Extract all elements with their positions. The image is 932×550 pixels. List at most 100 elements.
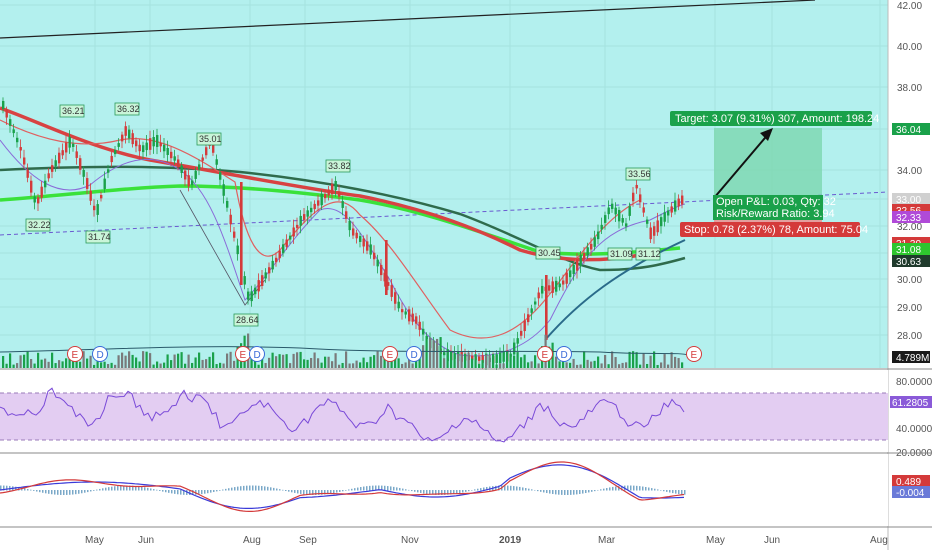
earnings-event-icon[interactable]: E xyxy=(382,346,398,362)
macd-signal-line[interactable] xyxy=(0,461,685,512)
earnings-event-icon[interactable]: E xyxy=(235,346,251,362)
candle xyxy=(576,253,579,279)
macd-histogram-bar xyxy=(540,490,542,492)
svg-text:D: D xyxy=(561,350,568,361)
volume-bar xyxy=(362,357,365,368)
candle xyxy=(317,194,320,212)
dividend-event-icon[interactable]: D xyxy=(406,346,422,362)
candle xyxy=(47,168,50,182)
macd-histogram-bar xyxy=(105,487,107,491)
ma-150-line[interactable] xyxy=(0,165,686,272)
volume-bar xyxy=(100,362,103,368)
macd-histogram-bar xyxy=(75,490,77,495)
pivot-label: 28.64 xyxy=(233,313,259,327)
dividend-event-icon[interactable]: D xyxy=(92,346,108,362)
volume-bar xyxy=(9,353,12,368)
candle xyxy=(79,155,82,175)
candle xyxy=(107,164,110,179)
macd-histogram-bar xyxy=(558,490,560,495)
ma-50-line[interactable] xyxy=(0,119,641,339)
dividend-event-icon[interactable]: D xyxy=(556,346,572,362)
trendline-upper[interactable] xyxy=(0,0,816,39)
macd-histogram-bar xyxy=(651,488,653,491)
volume-bar xyxy=(660,362,663,368)
volume-bar xyxy=(373,355,376,368)
candle xyxy=(58,147,61,169)
candle xyxy=(523,313,526,339)
macd-histogram-bar xyxy=(210,490,212,493)
macd-histogram-bar xyxy=(411,490,413,492)
volume-bar xyxy=(646,363,649,368)
volume-bar xyxy=(166,354,169,368)
candle xyxy=(149,130,152,155)
volume-bar xyxy=(187,354,190,368)
ma-signal-line[interactable] xyxy=(544,239,686,341)
svg-text:E: E xyxy=(691,350,698,361)
time-tick-label: Mar xyxy=(598,535,616,546)
volume-bar xyxy=(670,352,673,368)
target-label[interactable]: Target: 3.07 (9.31%) 307, Amount: 198.24 xyxy=(670,111,879,126)
macd-histogram-bar xyxy=(504,485,506,491)
volume-bar xyxy=(156,361,159,368)
price-axis[interactable] xyxy=(888,0,932,368)
volume-bar xyxy=(327,356,330,368)
volume-bar xyxy=(446,358,449,368)
macd-histogram-bar xyxy=(648,487,650,491)
macd-histogram-bar xyxy=(279,489,281,491)
svg-text:E: E xyxy=(542,350,549,361)
stop-label[interactable]: Stop: 0.78 (2.37%) 78, Amount: 75.04 xyxy=(680,222,868,237)
open-pl-label[interactable]: Open P&L: 0.03, Qty: 32 xyxy=(713,195,836,208)
macd-histogram-bar xyxy=(627,485,629,491)
macd-histogram-bar xyxy=(477,488,479,491)
macd-histogram-bar xyxy=(480,488,482,491)
pivot-label: 32.22 xyxy=(25,218,51,232)
macd-histogram-bar xyxy=(360,487,362,491)
macd-value-tag: 0.489 xyxy=(892,475,930,488)
trendline-dashed[interactable] xyxy=(0,191,889,236)
macd-histogram-bar xyxy=(3,485,5,491)
risk-reward-label[interactable]: Risk/Reward Ratio: 3.94 xyxy=(713,207,835,220)
macd-histogram-bar xyxy=(174,490,176,494)
ma-200-line[interactable] xyxy=(0,184,681,256)
volume-bar xyxy=(397,358,400,368)
macd-histogram-bar xyxy=(471,490,473,491)
candle xyxy=(163,137,166,159)
macd-histogram-bar xyxy=(333,490,335,494)
pivot-label: 35.01 xyxy=(196,132,222,146)
candle xyxy=(348,216,351,237)
volume-bar xyxy=(369,356,372,368)
candle xyxy=(264,268,267,283)
candle xyxy=(184,166,187,187)
candlesticks[interactable] xyxy=(2,97,684,371)
candle xyxy=(674,192,677,215)
macd-histogram-bar xyxy=(582,490,584,494)
svg-text:31.09: 31.09 xyxy=(610,249,633,259)
volume-bar xyxy=(23,354,26,368)
candle xyxy=(670,202,673,218)
rsi-line[interactable] xyxy=(0,387,685,443)
earnings-event-icon[interactable]: E xyxy=(537,346,553,362)
macd-histogram-bar xyxy=(117,485,119,491)
volume-bar xyxy=(478,363,481,368)
macd-histogram-bar xyxy=(615,486,617,491)
candle xyxy=(89,183,92,206)
candle xyxy=(677,194,680,211)
earnings-event-icon[interactable]: E xyxy=(686,346,702,362)
time-axis[interactable]: May Jun Aug Sep Nov 2019 Mar May Jun Aug xyxy=(85,535,888,546)
macd-histogram-bar xyxy=(177,490,179,495)
macd-histogram-bar xyxy=(639,486,641,491)
macd-histogram-bar xyxy=(30,489,32,491)
earnings-event-icon[interactable]: E xyxy=(67,346,83,362)
svg-text:33.00: 33.00 xyxy=(896,195,921,206)
candle xyxy=(408,306,411,325)
macd-histogram-bar xyxy=(213,490,215,493)
macd-histogram-bar xyxy=(138,486,140,491)
volume-bar xyxy=(509,356,512,368)
price-tick-label: 30.00 xyxy=(897,275,922,286)
volume-bar xyxy=(47,361,50,368)
candle xyxy=(390,278,393,302)
dividend-event-icon[interactable]: D xyxy=(249,346,265,362)
candle xyxy=(555,276,558,296)
